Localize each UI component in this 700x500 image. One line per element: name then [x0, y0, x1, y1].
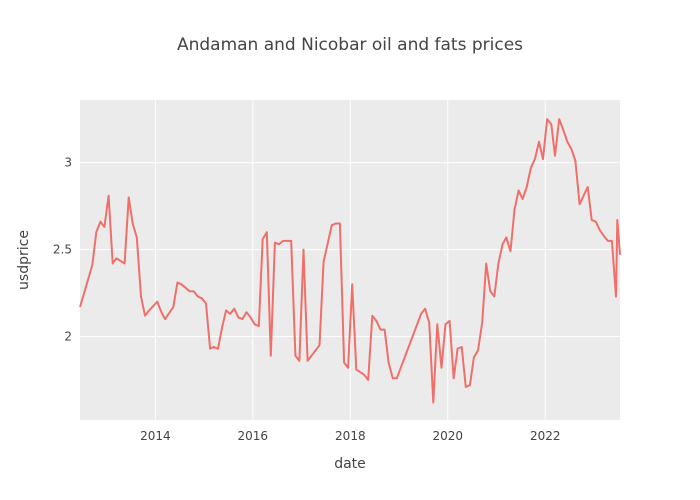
series-layer	[79, 118, 621, 404]
series-line	[79, 118, 621, 404]
x-tick-label: 2022	[530, 429, 561, 443]
y-axis-title: usdprice	[16, 230, 32, 290]
y-tick-label: 2.5	[53, 243, 72, 257]
y-axis-ticks: 22.53	[53, 156, 72, 344]
x-tick-label: 2018	[335, 429, 366, 443]
gridlines	[80, 100, 620, 420]
chart-title: Andaman and Nicobar oil and fats prices	[177, 35, 523, 55]
x-tick-label: 2014	[140, 429, 171, 443]
y-tick-label: 2	[64, 330, 72, 344]
y-tick-label: 3	[64, 156, 72, 170]
x-axis-ticks: 2014 2016 2018 2020 2022	[140, 429, 560, 443]
x-axis-title: date	[334, 456, 366, 472]
x-tick-label: 2016	[238, 429, 269, 443]
x-tick-label: 2020	[432, 429, 463, 443]
